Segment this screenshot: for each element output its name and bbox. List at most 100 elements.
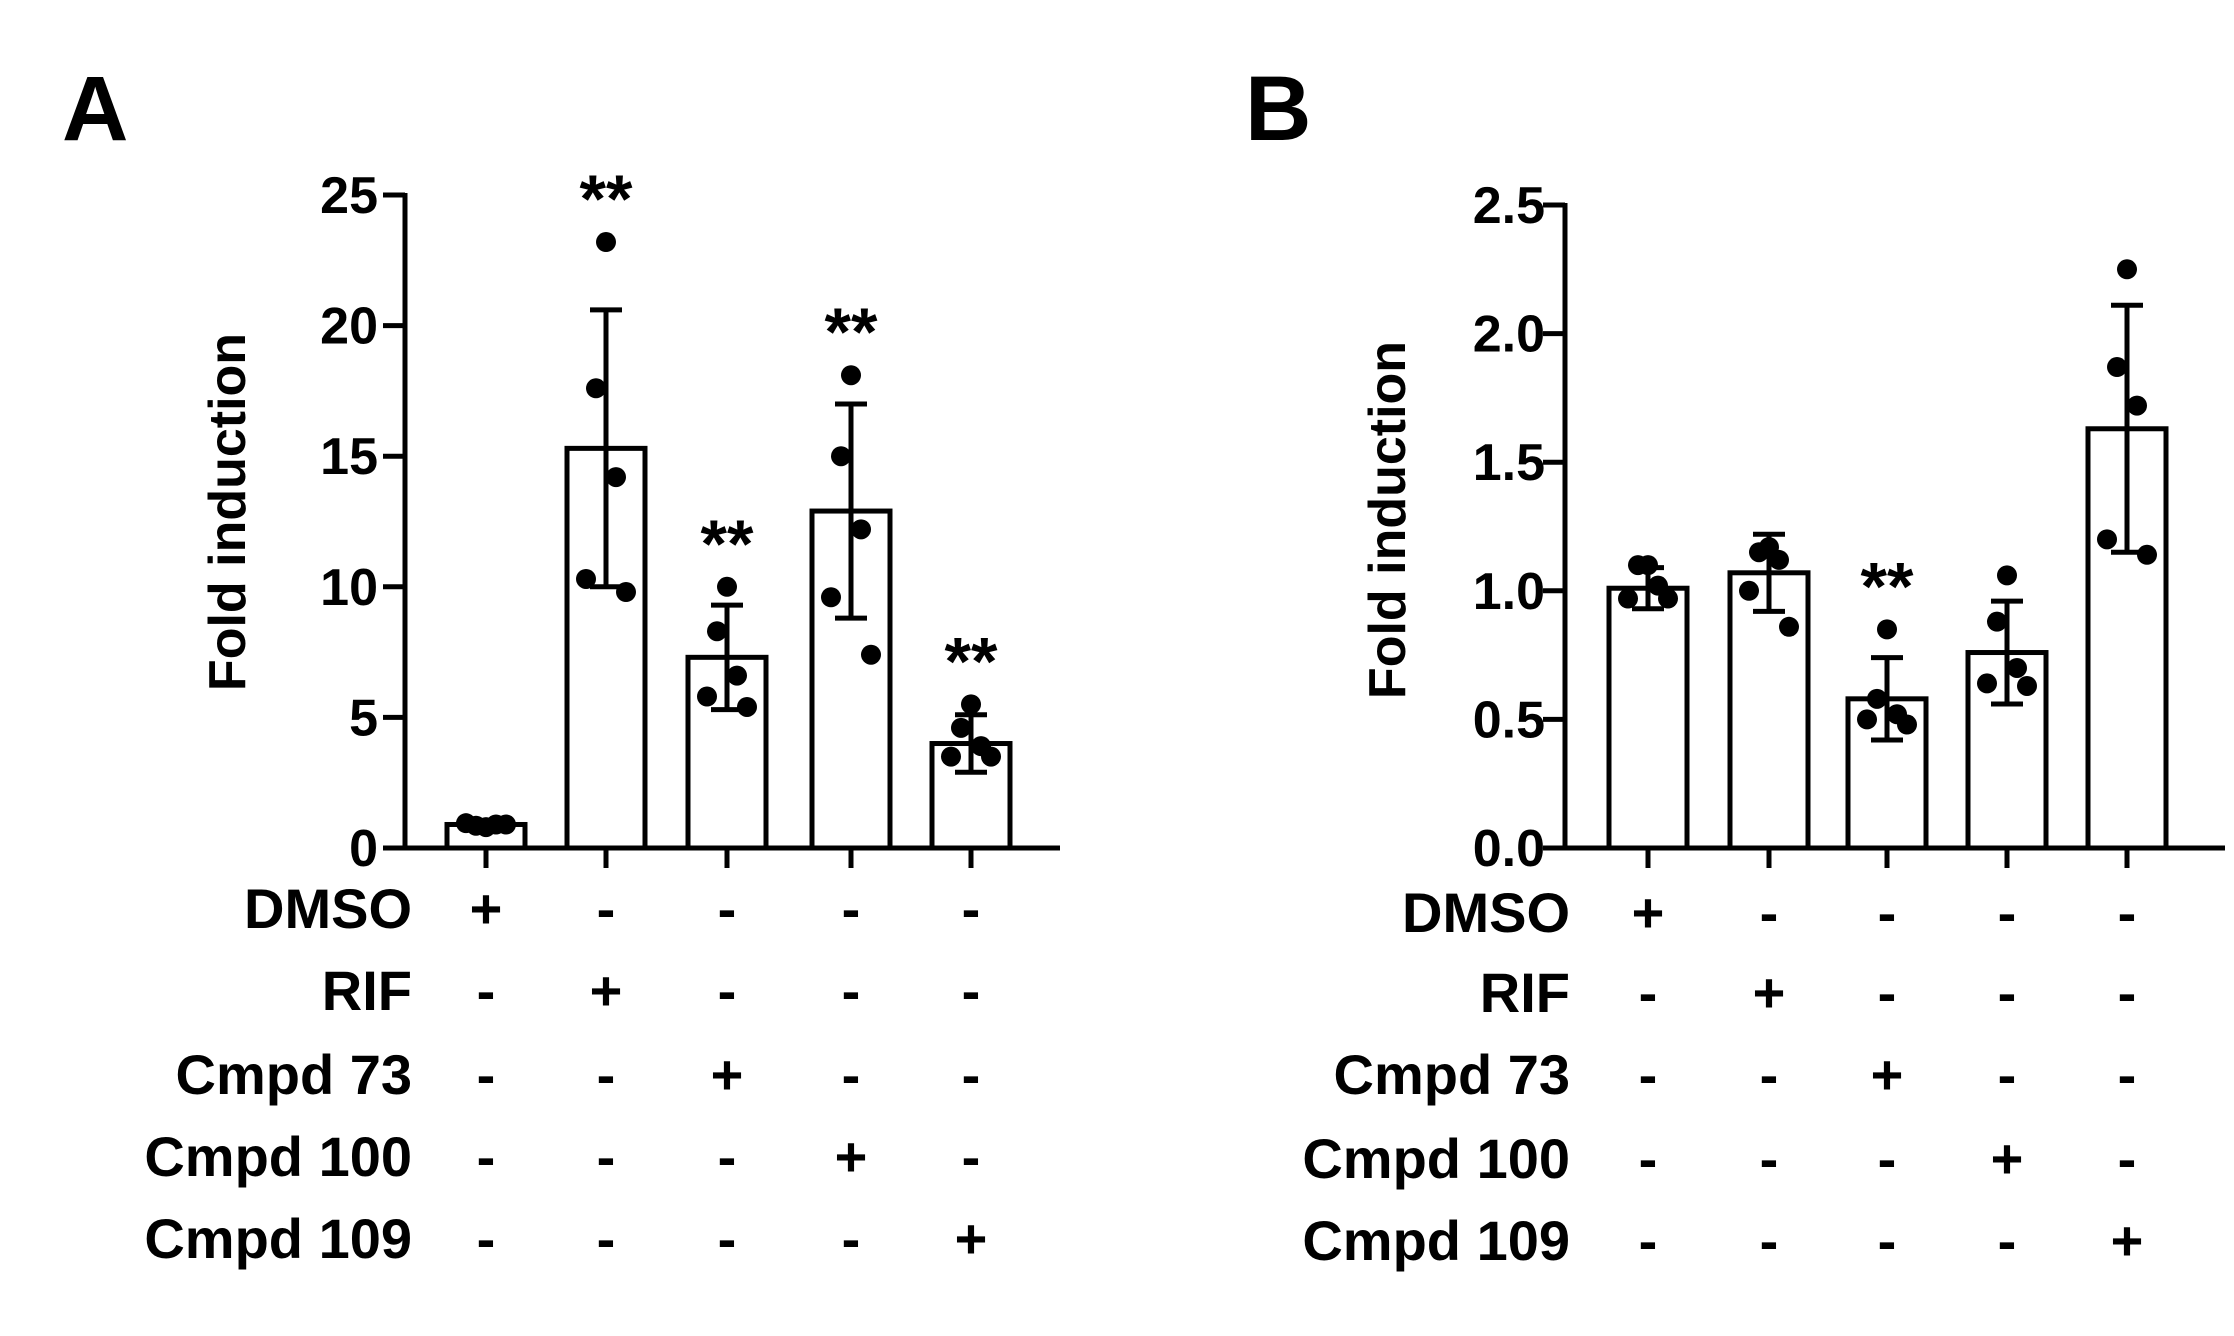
data-point — [2007, 657, 2027, 678]
panel-letter: A — [62, 58, 128, 160]
y-tick-label: 2.5 — [1473, 177, 1545, 235]
significance-label: ** — [945, 623, 998, 699]
data-point — [941, 746, 961, 767]
treatment-sign: - — [1639, 961, 1658, 1024]
treatment-sign: - — [718, 1207, 737, 1270]
data-point — [2137, 544, 2157, 565]
data-point — [961, 694, 981, 715]
data-point — [576, 568, 596, 589]
treatment-sign: - — [1760, 881, 1779, 944]
treatment-sign: - — [2118, 1127, 2137, 1190]
treatment-sign: - — [1998, 881, 2017, 944]
data-point — [2117, 259, 2137, 280]
y-tick-label: 15 — [320, 428, 378, 486]
treatment-sign: - — [1878, 961, 1897, 1024]
treatment-sign: - — [477, 959, 496, 1022]
y-tick-label: 1.0 — [1473, 563, 1545, 621]
data-point — [1897, 714, 1917, 735]
data-point — [821, 587, 841, 608]
data-point — [2017, 675, 2037, 696]
data-point — [2127, 395, 2147, 416]
treatment-sign: - — [1998, 961, 2017, 1024]
data-point — [981, 746, 1001, 767]
treatment-row-label: DMSO — [1402, 881, 1570, 944]
treatment-sign: - — [962, 1125, 981, 1188]
treatment-sign: - — [477, 1207, 496, 1270]
treatment-sign: - — [2118, 1043, 2137, 1106]
treatment-sign: - — [1998, 1209, 2017, 1272]
significance-label: ** — [701, 506, 754, 582]
treatment-row-label: Cmpd 100 — [144, 1125, 412, 1188]
y-tick-label: 2.0 — [1473, 306, 1545, 364]
treatment-sign: - — [1760, 1127, 1779, 1190]
treatment-row-label: Cmpd 73 — [1334, 1043, 1571, 1106]
y-tick-label: 1.5 — [1473, 434, 1545, 492]
treatment-sign: + — [1871, 1043, 1904, 1106]
treatment-sign: - — [842, 1043, 861, 1106]
treatment-sign: - — [1639, 1127, 1658, 1190]
treatment-row-label: Cmpd 100 — [1302, 1127, 1570, 1190]
panel-b: B 0.0 0.5 1.0 1.5 2.0 2.5 Fold induction ** DMSO +… — [1245, 58, 2225, 1272]
treatment-sign: - — [1760, 1043, 1779, 1106]
data-point — [1987, 611, 2007, 632]
treatment-sign: - — [842, 1207, 861, 1270]
y-tick-label: 0.0 — [1473, 820, 1545, 878]
treatment-sign: - — [962, 1043, 981, 1106]
treatment-sign: - — [597, 1125, 616, 1188]
panel-letter: B — [1245, 58, 1311, 160]
data-point — [1739, 580, 1759, 601]
treatment-sign: - — [962, 877, 981, 940]
y-tick-label: 5 — [349, 689, 378, 747]
y-axis-label: Fold induction — [1359, 341, 1417, 699]
data-point — [1628, 555, 1648, 576]
treatment-sign: - — [477, 1043, 496, 1106]
treatment-sign: - — [1639, 1209, 1658, 1272]
treatment-sign: + — [835, 1125, 868, 1188]
data-point — [851, 519, 871, 540]
treatment-sign: - — [718, 1125, 737, 1188]
data-point — [1877, 619, 1897, 640]
data-point — [841, 365, 861, 386]
treatment-sign: - — [718, 877, 737, 940]
data-point — [861, 644, 881, 665]
treatment-sign: + — [470, 877, 503, 940]
treatment-sign: - — [1878, 881, 1897, 944]
treatment-sign: - — [718, 959, 737, 1022]
data-point — [1997, 565, 2017, 586]
data-point — [951, 717, 971, 738]
y-axis-label: Fold induction — [199, 333, 257, 691]
data-point — [496, 814, 516, 835]
data-point — [606, 467, 626, 488]
data-point — [596, 232, 616, 253]
treatment-sign: - — [2118, 881, 2137, 944]
treatment-sign: - — [1878, 1127, 1897, 1190]
treatment-sign: + — [590, 959, 623, 1022]
y-tick-label: 10 — [320, 559, 378, 617]
significance-label: ** — [825, 294, 878, 370]
treatment-row-label: DMSO — [244, 877, 412, 940]
treatment-sign: - — [842, 877, 861, 940]
data-point — [831, 446, 851, 467]
treatment-sign: - — [842, 959, 861, 1022]
data-point — [727, 665, 747, 686]
significance-label: ** — [1861, 548, 1914, 624]
treatment-sign: - — [597, 877, 616, 940]
data-point — [697, 686, 717, 707]
bar — [1606, 585, 1690, 851]
treatment-sign: + — [955, 1207, 988, 1270]
treatment-sign: - — [1760, 1209, 1779, 1272]
y-tick-label: 20 — [320, 298, 378, 356]
significance-label: ** — [580, 161, 633, 237]
treatment-sign: - — [962, 959, 981, 1022]
treatment-sign: + — [1632, 881, 1665, 944]
data-point — [1749, 542, 1769, 563]
data-point — [1658, 588, 1678, 609]
treatment-sign: - — [597, 1207, 616, 1270]
data-point — [1857, 709, 1877, 730]
data-point — [1769, 549, 1789, 570]
data-point — [1867, 688, 1887, 709]
treatment-row-label: Cmpd 73 — [176, 1043, 413, 1106]
treatment-sign: - — [1998, 1043, 2017, 1106]
y-tick-label: 25 — [320, 167, 378, 225]
